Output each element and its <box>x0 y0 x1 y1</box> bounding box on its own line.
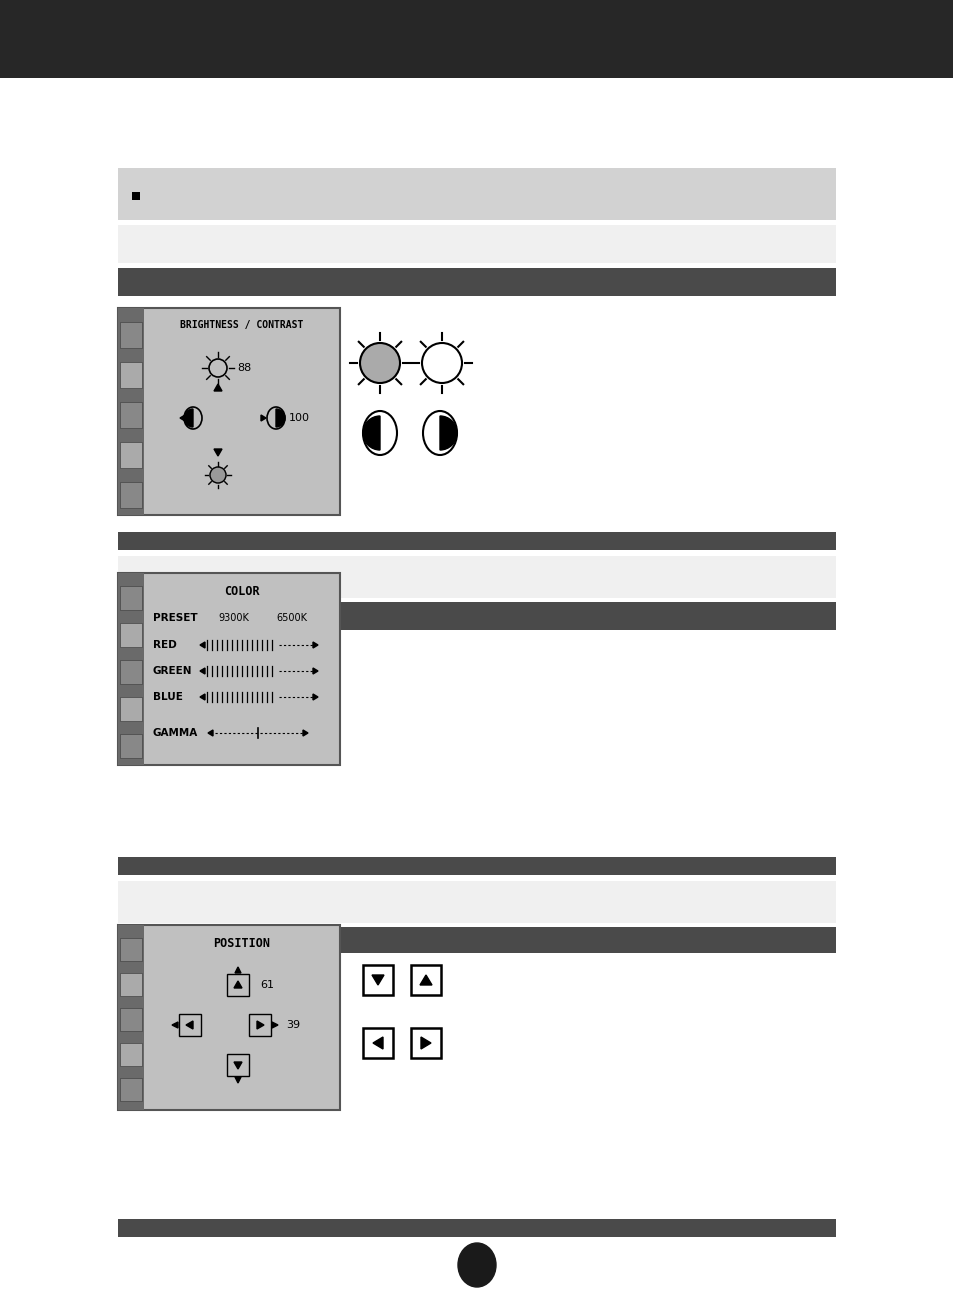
Text: RED: RED <box>152 639 176 650</box>
Bar <box>120 402 142 428</box>
Polygon shape <box>272 1022 277 1028</box>
Bar <box>120 1007 142 1031</box>
Polygon shape <box>200 668 205 673</box>
Bar <box>120 938 142 960</box>
Bar <box>118 308 339 515</box>
Text: 9300K: 9300K <box>218 613 249 622</box>
Text: 39: 39 <box>286 1021 300 1030</box>
Polygon shape <box>234 1077 241 1083</box>
Bar <box>179 1014 201 1036</box>
Bar <box>120 697 142 720</box>
Polygon shape <box>420 1037 431 1049</box>
Polygon shape <box>303 729 308 736</box>
Bar <box>118 224 835 264</box>
Polygon shape <box>213 384 222 391</box>
Wedge shape <box>275 408 285 427</box>
Bar <box>120 361 142 388</box>
Bar <box>120 733 142 758</box>
Bar <box>120 1043 142 1066</box>
Text: 88: 88 <box>236 363 251 373</box>
Bar <box>118 1219 835 1237</box>
Bar <box>120 586 142 609</box>
Polygon shape <box>419 975 432 985</box>
Polygon shape <box>180 415 185 422</box>
Bar <box>227 974 249 996</box>
Bar <box>118 556 835 598</box>
Bar <box>411 1028 440 1058</box>
Bar <box>118 573 339 765</box>
Text: GREEN: GREEN <box>152 666 193 676</box>
Bar <box>120 660 142 684</box>
Text: 61: 61 <box>260 980 274 990</box>
Bar <box>118 857 835 874</box>
Wedge shape <box>363 416 379 450</box>
Text: 100: 100 <box>289 412 310 423</box>
Polygon shape <box>233 981 242 988</box>
Bar <box>0 0 953 78</box>
Bar <box>120 974 142 996</box>
Wedge shape <box>184 408 193 427</box>
Bar <box>120 1078 142 1101</box>
Bar <box>118 573 144 765</box>
Bar <box>249 1014 271 1036</box>
Polygon shape <box>372 975 384 985</box>
Circle shape <box>359 343 399 382</box>
Bar <box>118 532 835 549</box>
Text: COLOR: COLOR <box>224 585 259 598</box>
Polygon shape <box>213 449 222 455</box>
Bar <box>118 268 835 296</box>
Bar <box>118 881 835 923</box>
Polygon shape <box>208 729 213 736</box>
Text: 6500K: 6500K <box>275 613 307 622</box>
Bar <box>120 622 142 647</box>
Text: BRIGHTNESS / CONTRAST: BRIGHTNESS / CONTRAST <box>180 320 303 330</box>
Bar <box>118 925 144 1111</box>
Polygon shape <box>200 694 205 699</box>
Polygon shape <box>172 1022 178 1028</box>
Bar <box>120 322 142 348</box>
Bar <box>120 482 142 508</box>
Polygon shape <box>200 642 205 649</box>
Polygon shape <box>261 415 266 422</box>
Text: PRESET: PRESET <box>152 613 197 622</box>
Bar <box>132 192 140 200</box>
Bar <box>227 1054 249 1077</box>
Text: GAMMA: GAMMA <box>152 728 198 739</box>
Polygon shape <box>256 1021 264 1030</box>
Bar <box>411 964 440 994</box>
Bar <box>363 964 393 994</box>
Polygon shape <box>234 967 241 974</box>
Circle shape <box>210 467 226 483</box>
Text: POSITION: POSITION <box>213 937 271 950</box>
Bar <box>118 602 835 630</box>
Text: BLUE: BLUE <box>152 692 183 702</box>
Polygon shape <box>186 1021 193 1030</box>
Wedge shape <box>439 416 456 450</box>
Bar <box>118 168 835 221</box>
Bar <box>363 1028 393 1058</box>
Polygon shape <box>313 668 317 673</box>
Bar <box>118 925 339 1111</box>
Polygon shape <box>233 1062 242 1069</box>
Bar <box>118 308 144 515</box>
Bar <box>120 442 142 468</box>
Bar <box>118 927 835 953</box>
Polygon shape <box>373 1037 382 1049</box>
Polygon shape <box>313 642 317 649</box>
Ellipse shape <box>457 1242 496 1287</box>
Polygon shape <box>313 694 317 699</box>
